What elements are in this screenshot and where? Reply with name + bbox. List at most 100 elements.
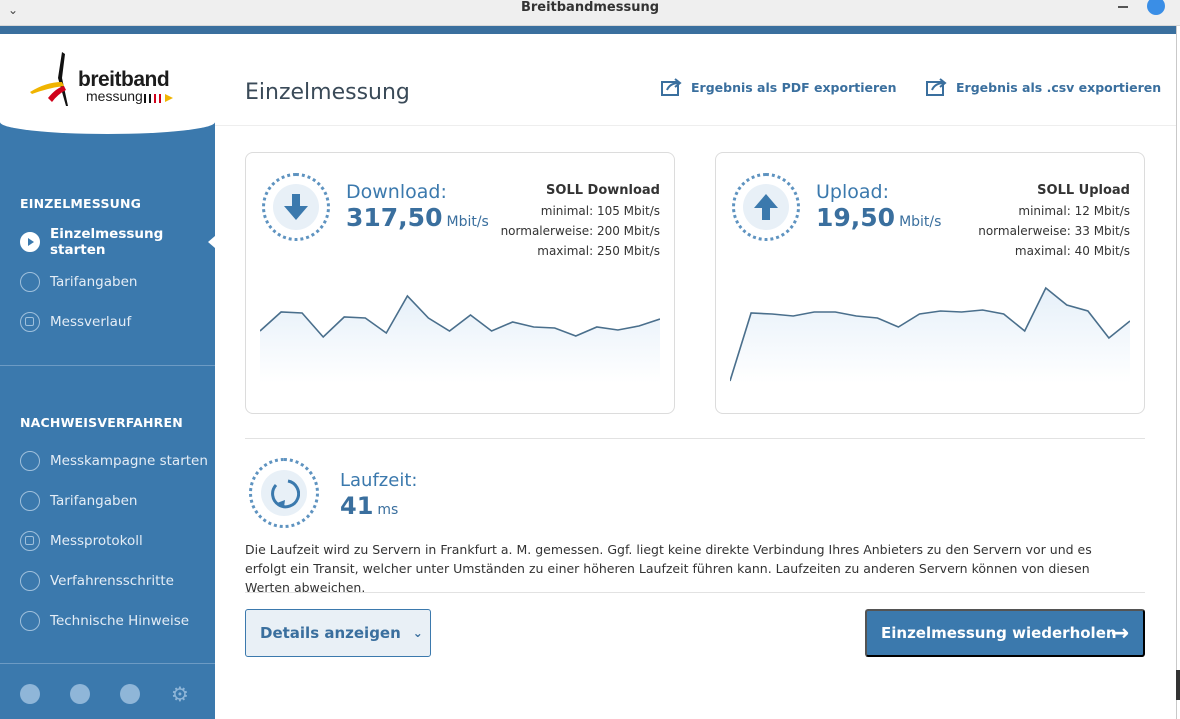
sidebar-item-label: Messprotokoll xyxy=(50,533,143,549)
soll-download-title: SOLL Download xyxy=(546,183,660,198)
soll-upload-title: SOLL Upload xyxy=(1037,183,1130,198)
window-titlebar: ⌄ Breitbandmessung xyxy=(0,0,1180,26)
upload-value: 19,50 xyxy=(816,203,896,232)
play-icon xyxy=(20,451,40,471)
download-value: 317,50 xyxy=(346,203,443,232)
sidebar-divider xyxy=(0,365,215,366)
export-csv-link[interactable]: Ergebnis als .csv exportieren xyxy=(926,78,1161,96)
upload-sparkline-area xyxy=(730,288,1130,383)
sidebar-bottom-bar: ⚙ xyxy=(0,684,215,706)
sidebar-item-messverlauf[interactable]: Messverlauf xyxy=(20,311,215,333)
sidebar: breitband messung EINZELMESSUNG Einzelme… xyxy=(0,34,215,719)
soll-download: SOLL Download minimal: 105 Mbit/s normal… xyxy=(501,181,660,261)
sidebar-item-label: Tarifangaben xyxy=(50,274,138,290)
soll-upload-max: maximal: 40 Mbit/s xyxy=(1014,244,1130,258)
sidebar-item-messkampagne-starten[interactable]: Messkampagne starten xyxy=(20,450,215,472)
upload-dial xyxy=(732,173,800,241)
sidebar-item-label: Messverlauf xyxy=(50,314,132,330)
gear-icon[interactable]: ⚙ xyxy=(171,682,189,706)
logo-word-messung: messung xyxy=(86,88,143,104)
latency-label: Laufzeit: xyxy=(340,470,418,491)
sidebar-item-label: Einzelmessung starten xyxy=(50,226,164,258)
window-title: Breitbandmessung xyxy=(520,0,660,15)
section-divider xyxy=(245,438,1145,439)
minimize-button[interactable] xyxy=(1116,0,1130,14)
section-einzelmessung: EINZELMESSUNG xyxy=(20,196,142,211)
soll-download-normal: normalerweise: 200 Mbit/s xyxy=(500,224,660,238)
main-content: Einzelmessung Ergebnis als PDF exportier… xyxy=(215,34,1176,719)
page-title: Einzelmessung xyxy=(245,80,410,105)
export-csv-label: Ergebnis als .csv exportieren xyxy=(956,79,1162,95)
calendar-icon xyxy=(20,312,40,332)
latency-value: 41 xyxy=(340,492,374,520)
sidebar-item-label: Verfahrensschritte xyxy=(50,573,174,589)
repeat-measurement-button[interactable]: Einzelmessung wiederholen → xyxy=(865,609,1145,657)
export-icon xyxy=(926,78,948,96)
download-value-row: 317,50 Mbit/s xyxy=(346,203,489,232)
vertical-scrollbar[interactable] xyxy=(1176,26,1180,719)
download-sparkline-area xyxy=(260,296,660,383)
info-icon[interactable] xyxy=(120,684,140,704)
warning-icon xyxy=(20,611,40,631)
close-button[interactable] xyxy=(1147,0,1165,15)
latency-description: Die Laufzeit wird zu Servern in Frankfur… xyxy=(245,542,1092,595)
latency-value-row: 41 ms xyxy=(340,492,398,520)
sidebar-item-tarifangaben[interactable]: Tarifangaben xyxy=(20,271,215,293)
soll-download-max: maximal: 250 Mbit/s xyxy=(537,244,660,258)
section-nachweisverfahren: NACHWEISVERFAHREN xyxy=(20,415,183,430)
refresh-icon xyxy=(271,479,300,509)
download-sparkline xyxy=(260,294,660,383)
sidebar-item-verfahrensschritte[interactable]: Verfahrensschritte xyxy=(20,570,215,592)
repeat-button-label: Einzelmessung wiederholen xyxy=(881,624,1117,642)
arrow-down-icon xyxy=(284,194,308,220)
download-label: Download: xyxy=(346,181,447,203)
chevron-down-icon[interactable]: ⌄ xyxy=(8,3,19,17)
sidebar-item-messprotokoll[interactable]: Messprotokoll xyxy=(20,530,215,552)
upload-card: Upload: 19,50 Mbit/s SOLL Upload minimal:… xyxy=(715,152,1145,414)
active-caret xyxy=(208,236,215,248)
soll-upload-normal: normalerweise: 33 Mbit/s xyxy=(978,224,1130,238)
sidebar-item-tarifangaben-2[interactable]: Tarifangaben xyxy=(20,490,215,512)
upload-label: Upload: xyxy=(816,181,889,203)
arrow-right-icon: → xyxy=(1110,621,1129,646)
breitbandmessung-logo: breitband messung xyxy=(28,48,188,112)
upload-unit: Mbit/s xyxy=(899,214,942,230)
soll-upload: SOLL Upload minimal: 12 Mbit/s normalerw… xyxy=(978,181,1130,261)
scrollbar-thumb[interactable] xyxy=(1176,670,1180,700)
logo-word-breitband: breitband xyxy=(78,68,170,91)
logo-area: breitband messung xyxy=(0,34,215,134)
download-sparkline-line xyxy=(260,294,660,339)
arrow-up-icon xyxy=(754,194,778,220)
user-card-icon xyxy=(20,491,40,511)
export-pdf-link[interactable]: Ergebnis als PDF exportieren xyxy=(661,78,897,96)
sidebar-item-technische-hinweise[interactable]: Technische Hinweise xyxy=(20,610,215,632)
details-button[interactable]: Details anzeigen ⌄ xyxy=(245,609,431,657)
soll-upload-min: minimal: 12 Mbit/s xyxy=(1018,204,1130,218)
upload-value-row: 19,50 Mbit/s xyxy=(816,203,941,232)
download-unit: Mbit/s xyxy=(446,214,489,230)
calendar-icon xyxy=(20,531,40,551)
download-dial xyxy=(262,173,330,241)
header-divider xyxy=(215,125,1176,126)
accent-bar xyxy=(0,26,1176,34)
user-card-icon xyxy=(20,272,40,292)
details-button-label: Details anzeigen xyxy=(260,624,401,642)
logo-bars-icon xyxy=(144,94,173,103)
home-icon[interactable] xyxy=(20,684,40,704)
latency-unit: ms xyxy=(377,502,399,518)
sidebar-item-label: Tarifangaben xyxy=(50,493,138,509)
upload-sparkline xyxy=(730,286,1130,383)
soll-download-min: minimal: 105 Mbit/s xyxy=(540,204,660,218)
latency-dial xyxy=(249,458,319,528)
sidebar-item-einzelmessung-starten[interactable]: Einzelmessung starten xyxy=(20,226,215,258)
sidebar-divider xyxy=(0,663,215,664)
sidebar-item-label: Messkampagne starten xyxy=(50,453,208,469)
download-card: Download: 317,50 Mbit/s SOLL Download min… xyxy=(245,152,675,414)
chevron-down-icon: ⌄ xyxy=(412,626,423,640)
play-icon xyxy=(20,232,40,252)
section-divider xyxy=(245,592,1145,593)
export-icon xyxy=(661,78,683,96)
chat-icon[interactable] xyxy=(70,684,90,704)
export-pdf-label: Ergebnis als PDF exportieren xyxy=(691,79,897,95)
sidebar-item-label: Technische Hinweise xyxy=(50,613,190,629)
